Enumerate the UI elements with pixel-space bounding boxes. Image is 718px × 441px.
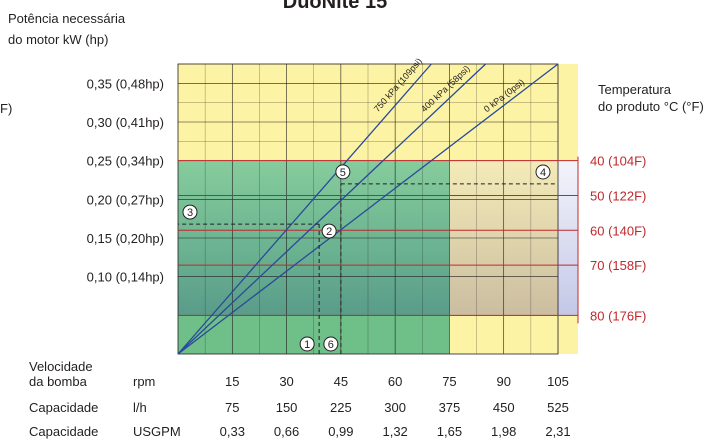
- series-line: [177, 63, 432, 355]
- x-row-value: 15: [225, 374, 239, 389]
- capacity-usgpm-row-title: Capacidade: [29, 424, 98, 439]
- marker-circle: [323, 336, 339, 352]
- series-line: [177, 63, 559, 355]
- temperature-label: 50 (122F): [590, 188, 646, 203]
- x-row-value: 1,32: [382, 424, 407, 439]
- marker-circle: [321, 223, 337, 239]
- speed-row-title-line1: Velocidade: [29, 359, 93, 374]
- example-markers: 1 2 3 4 5 6: [182, 164, 551, 352]
- y-tick-label: 0,10 (0,14hp): [87, 270, 164, 285]
- x-row-value: 375: [439, 400, 461, 415]
- x-row-value: 45: [334, 374, 348, 389]
- capacity-lh-row-title: Capacidade: [29, 400, 98, 415]
- x-row-value: 450: [493, 400, 515, 415]
- y-tick-label: 0,15 (0,20hp): [87, 231, 164, 246]
- marker-circle: [299, 336, 315, 352]
- x-row-value: 75: [225, 400, 239, 415]
- x-row-value: 0,66: [274, 424, 299, 439]
- x-row-value: 225: [330, 400, 352, 415]
- temperature-label: 80 (176F): [590, 308, 646, 323]
- x-row-value: 150: [276, 400, 298, 415]
- x-row-value: 300: [384, 400, 406, 415]
- marker-label: 3: [187, 207, 193, 219]
- x-row-value: 60: [388, 374, 402, 389]
- marker-label: 4: [540, 167, 546, 179]
- x-row-value: 525: [547, 400, 569, 415]
- marker-circle: [182, 204, 198, 220]
- x-row-value: 90: [496, 374, 510, 389]
- marker-label: 2: [326, 226, 332, 238]
- example-path: [178, 183, 558, 354]
- y-tick-label: 0,35 (0,48hp): [87, 76, 164, 91]
- x-row-value: 30: [279, 374, 293, 389]
- series-line: [177, 63, 487, 355]
- x-row-value: 2,31: [545, 424, 570, 439]
- marker-circle: [335, 164, 351, 180]
- x-row-value: 105: [547, 374, 569, 389]
- y-tick-label: 0,25 (0,34hp): [87, 154, 164, 169]
- marker-circle: [535, 164, 551, 180]
- y-tick-label: 0,20 (0,27hp): [87, 192, 164, 207]
- x-row-value: 1,65: [437, 424, 462, 439]
- temperature-lines: [178, 156, 579, 324]
- x-row-value: 0,33: [220, 424, 245, 439]
- temperature-label: 40 (104F): [590, 154, 646, 169]
- x-axis-rows: 15 30 45 60 75 90 105 75 150 225 300 375 450 525 0,33 0…: [220, 374, 571, 439]
- x-row-value: 1,98: [491, 424, 516, 439]
- y-axis-label-line1: Potência necessária: [8, 11, 126, 26]
- chart-title: DuoNite 15: [283, 0, 387, 13]
- capacity-usgpm-row-unit: USGPM: [133, 424, 181, 439]
- y-axis-label-line2: do motor kW (hp): [8, 32, 108, 47]
- marker-label: 6: [328, 339, 334, 351]
- x-row-value: 0,99: [328, 424, 353, 439]
- temperature-axis-label-line1: Temperatura: [598, 82, 672, 97]
- x-row-value: 75: [442, 374, 456, 389]
- temperature-axis-label-line2: do produto °C (°F): [598, 99, 704, 114]
- capacity-lh-row-unit: l/h: [133, 400, 147, 415]
- marker-label: 1: [304, 339, 310, 351]
- y-tick-label: 0,30 (0,41hp): [87, 115, 164, 130]
- left-stray-text: F): [0, 101, 12, 116]
- temperature-labels: 40 (104F) 50 (122F) 60 (140F) 70 (158F) 80 (…: [590, 154, 646, 324]
- temperature-label: 60 (140F): [590, 223, 646, 238]
- speed-row-unit: rpm: [133, 374, 155, 389]
- temperature-scale-strip: [558, 160, 578, 316]
- marker-label: 5: [340, 167, 346, 179]
- temperature-label: 70 (158F): [590, 258, 646, 273]
- speed-row-title-line2: da bomba: [29, 374, 88, 389]
- y-axis-ticks: 0,35 (0,48hp) 0,30 (0,41hp) 0,25 (0,34hp) 0…: [87, 76, 164, 284]
